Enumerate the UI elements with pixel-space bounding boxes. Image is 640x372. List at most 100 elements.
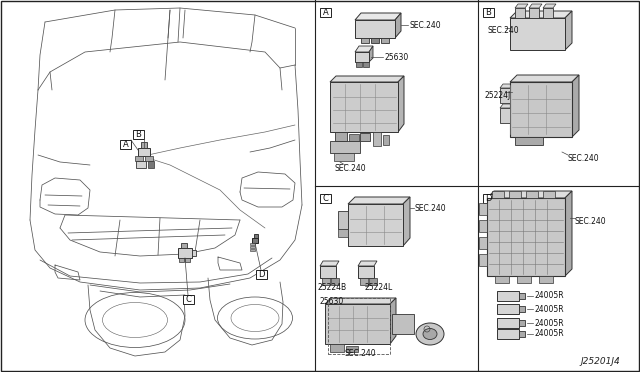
Bar — [510, 18, 565, 50]
Polygon shape — [510, 75, 579, 82]
Bar — [320, 194, 331, 203]
Bar — [141, 142, 147, 148]
Text: SEC.240: SEC.240 — [345, 350, 376, 359]
Bar — [487, 198, 565, 276]
Bar — [360, 133, 370, 141]
Polygon shape — [565, 11, 572, 50]
Bar — [500, 108, 510, 123]
Bar — [497, 304, 519, 314]
Bar — [256, 270, 267, 279]
Bar — [185, 258, 190, 262]
Bar — [135, 156, 143, 161]
Text: 25224B: 25224B — [318, 283, 347, 292]
Bar — [250, 249, 255, 251]
Polygon shape — [325, 298, 396, 304]
Polygon shape — [395, 13, 401, 38]
Bar — [138, 148, 150, 156]
Text: SEC.240: SEC.240 — [575, 217, 607, 225]
Bar — [383, 135, 389, 145]
Text: A: A — [123, 140, 129, 149]
Bar — [335, 132, 347, 141]
Bar — [192, 250, 196, 256]
Bar — [330, 141, 360, 153]
Text: B: B — [486, 8, 492, 17]
Bar — [519, 331, 525, 337]
Text: J25201J4: J25201J4 — [580, 357, 620, 366]
Bar — [519, 306, 525, 312]
Bar — [338, 211, 348, 229]
Polygon shape — [572, 75, 579, 137]
Text: SEC.240: SEC.240 — [415, 203, 447, 212]
Bar — [519, 320, 525, 326]
Bar — [371, 38, 379, 43]
Polygon shape — [500, 84, 513, 88]
Bar — [381, 38, 389, 43]
Text: SEC.240: SEC.240 — [410, 20, 442, 29]
Polygon shape — [369, 46, 373, 62]
Text: SEC.240: SEC.240 — [488, 26, 520, 35]
Polygon shape — [529, 4, 542, 8]
Bar — [358, 266, 374, 278]
Bar — [517, 276, 531, 283]
Bar — [348, 204, 403, 246]
Bar — [338, 229, 348, 237]
Bar — [515, 137, 543, 145]
Bar — [254, 234, 258, 238]
Bar — [330, 82, 398, 132]
Text: 25224L: 25224L — [365, 283, 393, 292]
Bar — [325, 304, 390, 344]
Polygon shape — [510, 11, 572, 18]
Bar — [145, 156, 153, 161]
Bar — [519, 293, 525, 299]
Text: 25224J: 25224J — [485, 90, 511, 99]
Bar — [322, 278, 330, 285]
Bar — [120, 140, 131, 149]
Bar — [539, 276, 553, 283]
Bar — [148, 161, 154, 168]
Bar — [334, 153, 354, 161]
Bar — [133, 130, 144, 139]
Bar — [500, 88, 510, 103]
Text: C: C — [323, 194, 328, 203]
Bar — [356, 62, 362, 67]
Bar — [479, 237, 487, 249]
Bar — [320, 8, 331, 17]
Bar — [250, 246, 255, 248]
Bar — [392, 314, 414, 334]
Text: 24005R: 24005R — [535, 292, 564, 301]
Bar — [178, 248, 192, 258]
Bar — [479, 220, 487, 232]
Bar — [497, 318, 519, 328]
Bar — [355, 20, 395, 38]
Bar — [136, 161, 146, 168]
Bar — [179, 258, 184, 262]
Text: SEC.240: SEC.240 — [568, 154, 600, 163]
Bar — [479, 254, 487, 266]
Bar — [181, 243, 187, 248]
Bar — [526, 191, 538, 198]
Polygon shape — [358, 261, 377, 266]
Text: 24005R: 24005R — [535, 330, 564, 339]
Bar — [355, 52, 369, 62]
Bar — [330, 344, 344, 352]
Bar — [483, 8, 494, 17]
Bar — [483, 194, 494, 203]
Ellipse shape — [423, 328, 437, 340]
Text: SEC.240: SEC.240 — [335, 164, 367, 173]
Bar — [497, 329, 519, 339]
Polygon shape — [355, 46, 373, 52]
Polygon shape — [398, 76, 404, 132]
Bar — [363, 62, 369, 67]
Bar — [543, 191, 555, 198]
Bar — [328, 298, 390, 354]
Polygon shape — [500, 104, 513, 108]
Polygon shape — [320, 261, 339, 266]
Text: 24005R: 24005R — [535, 305, 564, 314]
Bar — [529, 8, 539, 18]
Polygon shape — [355, 13, 401, 20]
Polygon shape — [403, 197, 410, 246]
Bar — [252, 238, 258, 243]
Bar — [320, 266, 336, 278]
Text: A: A — [323, 8, 328, 17]
Ellipse shape — [416, 323, 444, 345]
